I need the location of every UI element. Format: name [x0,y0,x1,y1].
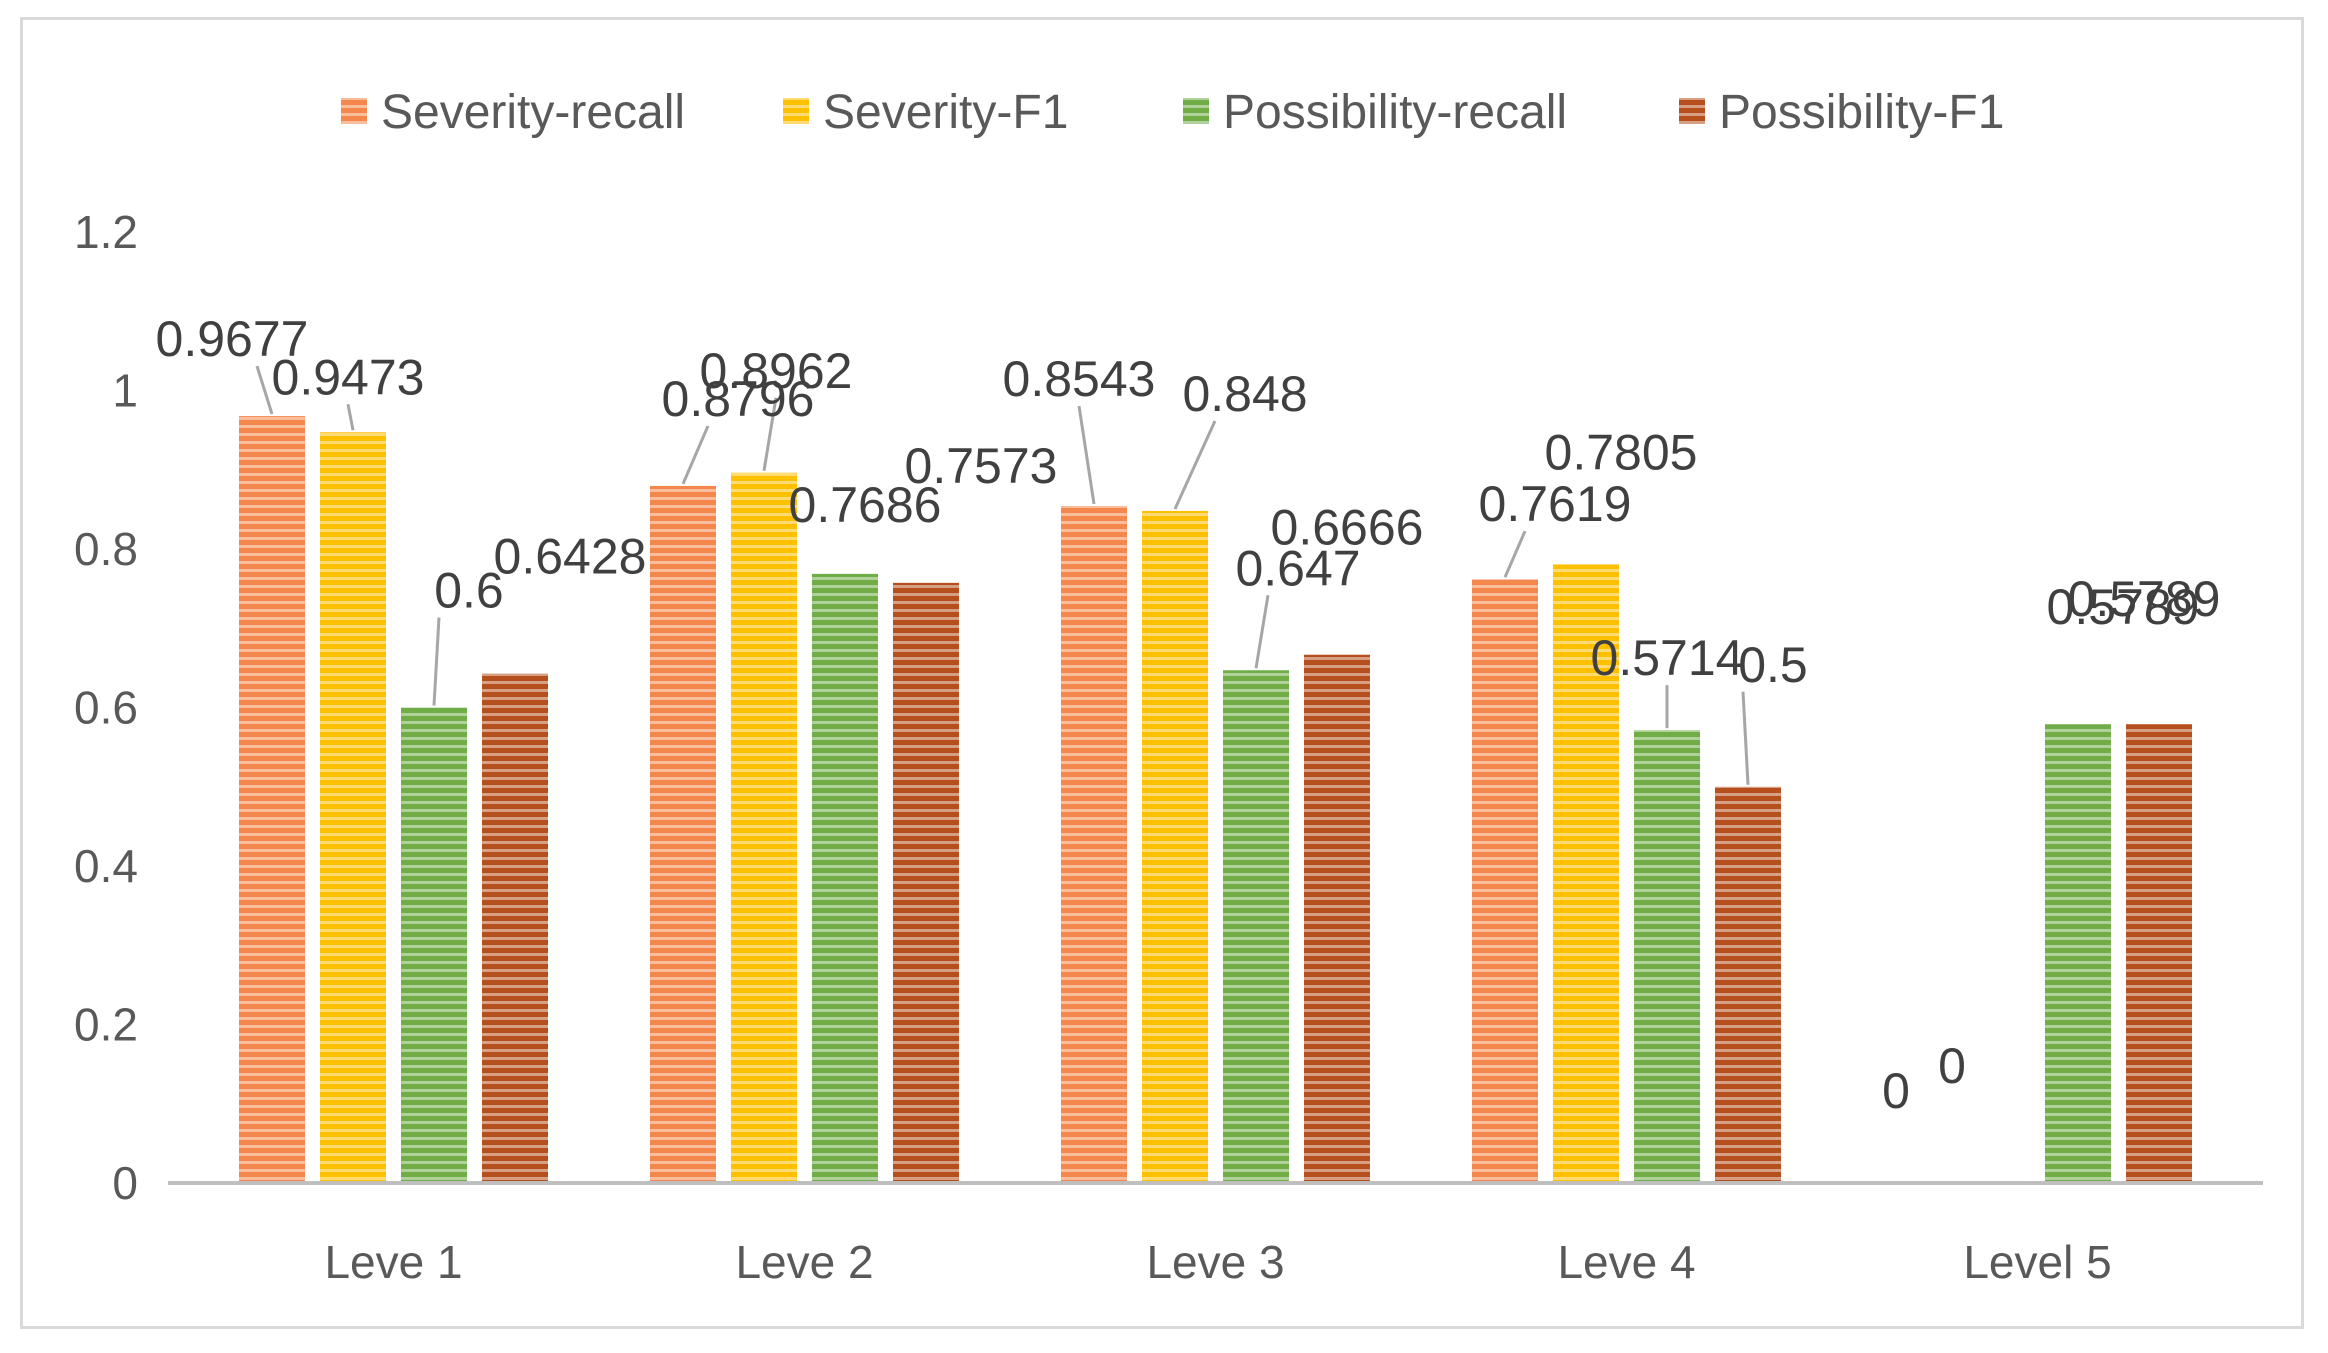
leader-line [1254,595,1270,669]
leader-line [432,617,441,706]
data-label: 0.5789 [2068,571,2221,627]
data-label: 0.7686 [789,477,942,533]
data-label: 0.6 [434,563,504,619]
data-label: 0 [1938,1038,1966,1094]
bar-chart: Severity-recall Severity-F1 Possibility-re… [74,86,2263,1288]
legend-item-1: Severity-recall [341,86,685,139]
data-label: 0.5 [1738,637,1808,693]
bar-severity-f1-1 [320,432,386,1183]
x-category-label: Leve 4 [1557,1236,1695,1288]
legend-swatch [341,98,367,124]
leader-line [1173,420,1217,510]
leader-line [681,425,710,485]
data-label: 0.7573 [905,438,1058,494]
leader-line [762,397,778,472]
legend: Severity-recall Severity-F1 Possibility-re… [341,86,2004,139]
y-tick-label: 1.2 [74,206,138,258]
leader-line [1503,530,1527,578]
bar-severity-f1-2 [731,472,797,1184]
data-label: 0.647 [1235,540,1360,596]
data-label: 0.5714 [1591,630,1744,686]
legend-swatch [783,98,809,124]
y-tick-label: 0.2 [74,999,138,1051]
data-label: 0.8796 [662,371,815,427]
x-axis: Leve 1 Leve 2 Leve 3 Leve 4 Level 5 [168,1181,2263,1288]
y-axis: 0 0.2 0.4 0.6 0.8 1 1.2 [74,206,138,1209]
legend-swatch [1679,98,1705,124]
legend-label: Possibility-F1 [1719,86,2004,139]
data-label: 0.7619 [1479,476,1632,532]
x-category-label: Leve 1 [324,1236,462,1288]
data-label: 0.9677 [156,311,309,367]
data-label: 0.6428 [494,529,647,585]
data-label: 0.9473 [272,349,425,405]
leader-line [346,403,355,431]
data-label: 0.7805 [1545,424,1698,480]
data-label: 0.8543 [1003,351,1156,407]
y-tick-label: 0.6 [74,682,138,734]
legend-label: Severity-recall [381,86,685,139]
bar-severity-recall-4 [1472,579,1538,1183]
bar-possibility-f1-1 [482,673,548,1183]
bar-possibility-recall-3 [1223,670,1289,1183]
data-label: 0.6666 [1271,500,1424,556]
bar-severity-recall-1 [239,416,305,1183]
leader-line [255,365,274,415]
bars [239,416,2192,1184]
x-category-label: Leve 2 [735,1236,873,1288]
bar-possibility-recall-2 [812,573,878,1183]
bar-severity-recall-2 [650,485,716,1183]
legend-item-4: Possibility-F1 [1679,86,2004,139]
y-tick-label: 0.8 [74,523,138,575]
x-category-label: Leve 3 [1146,1236,1284,1288]
legend-label: Possibility-recall [1223,86,1567,139]
y-tick-label: 0.4 [74,840,138,892]
bar-possibility-recall-1 [401,707,467,1183]
bar-possibility-f1-5 [2126,724,2192,1183]
bar-possibility-f1-4 [1715,786,1781,1183]
data-label: 0.8962 [700,343,853,399]
x-category-label: Level 5 [1963,1236,2111,1288]
legend-item-3: Possibility-recall [1183,86,1567,139]
bar-severity-f1-4 [1553,564,1619,1183]
y-tick-label: 1 [112,365,138,417]
legend-item-2: Severity-F1 [783,86,1068,139]
bar-severity-recall-3 [1061,505,1127,1183]
data-label: 0 [1882,1063,1910,1119]
label-leader-lines [255,365,1750,785]
bar-severity-f1-3 [1142,510,1208,1184]
bar-possibility-recall-5 [2045,724,2111,1183]
legend-label: Severity-F1 [823,86,1068,139]
bar-possibility-f1-3 [1304,654,1370,1183]
data-label: 0.5789 [2047,579,2200,635]
leader-line [1741,691,1750,785]
leader-line [1077,405,1096,505]
data-labels: 0.96770.94730.60.64280.87960.89620.76860… [156,311,2221,1119]
data-label: 0.848 [1182,366,1307,422]
bar-possibility-f1-2 [893,582,959,1183]
bar-possibility-recall-4 [1634,730,1700,1183]
chart-frame: Severity-recall Severity-F1 Possibility-re… [20,17,2304,1329]
y-tick-label: 0 [112,1157,138,1209]
legend-swatch [1183,98,1209,124]
